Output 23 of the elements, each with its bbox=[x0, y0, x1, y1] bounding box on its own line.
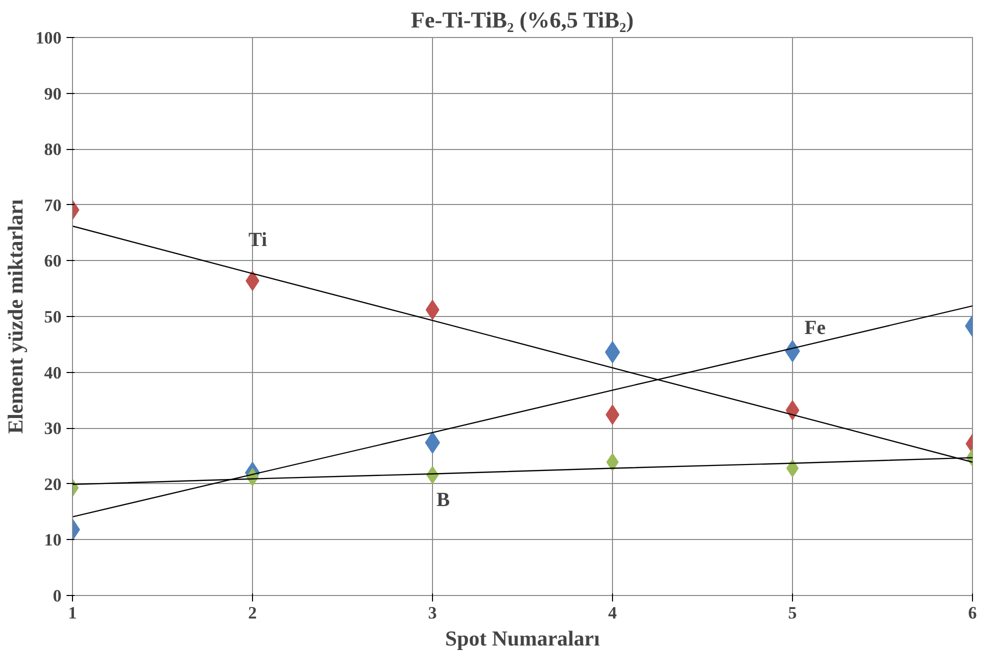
x-tick-label: 6 bbox=[968, 604, 978, 622]
x-tick-label: 2 bbox=[248, 604, 257, 622]
series-label: Fe bbox=[804, 317, 826, 340]
series-label: B bbox=[436, 488, 450, 511]
y-tick-label: 10 bbox=[44, 530, 62, 550]
y-tick-label: 90 bbox=[44, 84, 62, 104]
chart-title: Fe-Ti-TiB₂ (%6,5 TiB₂) bbox=[410, 8, 634, 32]
y-tick-label: 0 bbox=[52, 586, 62, 606]
x-tick-label: 4 bbox=[608, 604, 618, 622]
y-tick-label: 70 bbox=[44, 196, 62, 215]
y-tick-label: 30 bbox=[44, 419, 62, 438]
y-axis-title: Element yüzde miktarları bbox=[4, 199, 28, 434]
x-tick-label: 3 bbox=[428, 604, 438, 622]
y-tick-label: 20 bbox=[44, 474, 62, 494]
y-tick-label: 60 bbox=[44, 252, 62, 271]
x-tick-label: 1 bbox=[68, 604, 77, 622]
y-tick-label: 80 bbox=[44, 140, 62, 160]
point bbox=[606, 453, 619, 472]
y-tick-label: 100 bbox=[36, 28, 62, 48]
y-tick-label: 40 bbox=[44, 363, 62, 382]
x-tick-label: 5 bbox=[788, 604, 798, 622]
y-tick-label: 50 bbox=[44, 308, 62, 326]
x-axis-title: Spot Numaraları bbox=[445, 626, 600, 650]
